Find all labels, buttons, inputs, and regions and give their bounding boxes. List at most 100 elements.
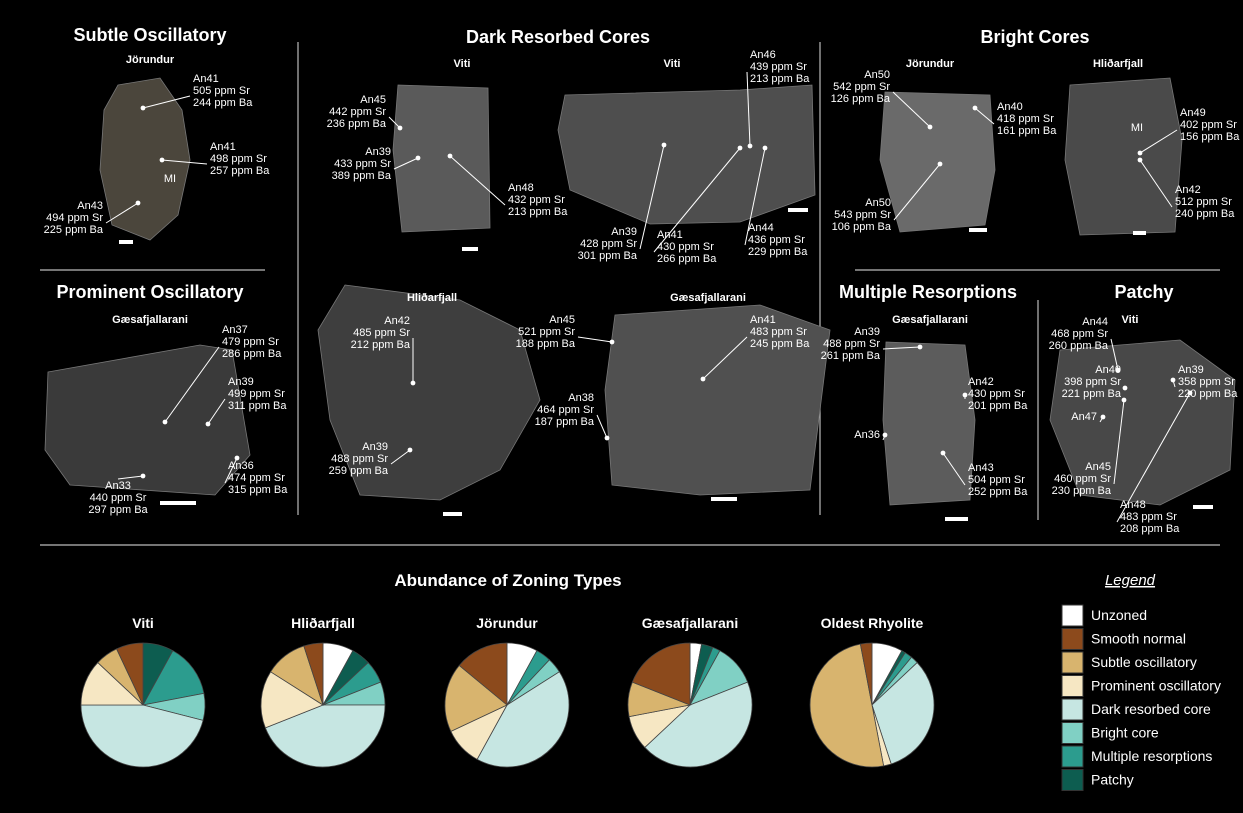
panel-title: Prominent Oscillatory [56, 282, 243, 302]
annotation-text: An47 [1071, 411, 1097, 423]
pie-slice [871, 661, 935, 765]
annotation-text: An43 [77, 200, 103, 212]
panel-title: Subtle Oscillatory [73, 25, 226, 45]
annotation-text: 208 ppm Ba [1120, 523, 1180, 535]
annotation-text: 187 ppm Ba [535, 416, 595, 428]
annotation-leader [596, 414, 608, 439]
analysis-spot [415, 155, 421, 161]
annotation-leader [449, 155, 506, 206]
legend-label: Subtle oscillatory [1091, 654, 1197, 670]
panel-title: Dark Resorbed Cores [466, 27, 650, 47]
legend-swatch [1061, 698, 1084, 721]
abundance-title: Abundance of Zoning Types [394, 571, 621, 590]
dividers [40, 42, 1220, 546]
annotation-text: 225 ppm Ba [44, 224, 104, 236]
annotation-leader [577, 336, 613, 343]
crystal-image [392, 84, 491, 233]
analysis-spot [882, 432, 888, 438]
legend-label: Bright core [1091, 725, 1159, 741]
annotation-leader [744, 147, 766, 246]
analysis-spot [140, 105, 146, 111]
annotation-text: An42 [1175, 184, 1201, 196]
annotation-text: 230 ppm Ba [1052, 485, 1112, 497]
legend-label: Dark resorbed core [1091, 701, 1211, 717]
annotation-text: 398 ppm Sr [1064, 376, 1121, 388]
pie-title: Jörundur [476, 615, 538, 631]
sample-label: Viti [1122, 314, 1139, 326]
analysis-spot [205, 421, 211, 427]
sample-label: Jörundur [126, 54, 175, 66]
annotation-text: 542 ppm Sr [833, 81, 890, 93]
sample-label: Hliðarfjall [407, 292, 457, 304]
analysis-spot [1170, 377, 1176, 383]
annotation-text: An45 [360, 94, 386, 106]
annotation-text: An48 [508, 182, 534, 194]
annotation-leader [892, 91, 931, 128]
annotation-text: An40 [997, 101, 1023, 113]
annotation-text: 240 ppm Ba [1175, 208, 1235, 220]
analysis-spot [1115, 367, 1121, 373]
annotation-text: 504 ppm Sr [968, 474, 1025, 486]
annotation-text: 440 ppm Sr [90, 492, 147, 504]
annotation-text: 499 ppm Sr [228, 388, 285, 400]
analysis-spot [1137, 150, 1143, 156]
pie-title: Hliðarfjall [291, 615, 355, 631]
scale-bar [1193, 505, 1213, 509]
scale-bar [119, 240, 133, 244]
annotation-text: An48 [1120, 499, 1146, 511]
annotation-text: 358 ppm Sr [1178, 376, 1235, 388]
sample-label: Hliðarfjall [1093, 58, 1143, 70]
scale-bar [788, 208, 808, 212]
analysis-spot [447, 153, 453, 159]
annotation-leader [702, 336, 748, 380]
annotation-text: 430 ppm Sr [968, 388, 1025, 400]
scale-bar [160, 501, 196, 505]
annotation-leader [393, 157, 419, 170]
annotation-leader [1139, 129, 1178, 154]
annotation-text: An41 [193, 73, 219, 85]
annotation-text: An39 [365, 146, 391, 158]
panel-title: Multiple Resorptions [839, 282, 1017, 302]
annotation-text: 512 ppm Sr [1175, 196, 1232, 208]
annotation-leader [142, 95, 191, 109]
inclusion-label: MI [1131, 122, 1143, 134]
annotation-leader [942, 452, 966, 486]
annotation-text: 188 ppm Ba [516, 338, 576, 350]
analysis-spot [1137, 157, 1143, 163]
annotation-text: 474 ppm Sr [228, 472, 285, 484]
annotation-text: 315 ppm Ba [228, 484, 288, 496]
scale-bar [945, 517, 968, 521]
crystal-image [604, 304, 831, 496]
pie-title: Oldest Rhyolite [821, 615, 924, 631]
annotation-text: 521 ppm Sr [518, 326, 575, 338]
analysis-spot [234, 455, 240, 461]
annotation-text: 244 ppm Ba [193, 97, 253, 109]
analysis-spot [962, 392, 968, 398]
legend-swatch [1061, 769, 1084, 791]
annotation-text: An39 [1178, 364, 1204, 376]
crystal-image [1064, 77, 1183, 236]
legend-swatch [1061, 675, 1084, 697]
crystal-image [882, 341, 976, 506]
annotation-text: 389 ppm Ba [332, 170, 392, 182]
sample-label: Gæsafjallarani [112, 314, 188, 326]
legend-swatch [1061, 722, 1084, 744]
analysis-spot [1100, 414, 1106, 420]
annotation-text: 161 ppm Ba [997, 125, 1057, 137]
annotation-text: 221 ppm Ba [1062, 388, 1122, 400]
annotation-text: An45 [1085, 461, 1111, 473]
analysis-spot [609, 339, 615, 345]
annotation-text: 418 ppm Sr [997, 113, 1054, 125]
annotation-text: 297 ppm Ba [88, 504, 148, 516]
pie-slice [142, 650, 205, 706]
annotation-text: 468 ppm Sr [1051, 328, 1108, 340]
annotation-text: An40 [1095, 364, 1121, 376]
pie-slice [116, 642, 144, 706]
crystal-image [557, 84, 816, 225]
analysis-spot [407, 447, 413, 453]
annotation-text: 213 ppm Ba [750, 73, 810, 85]
analysis-spot [140, 473, 146, 479]
analysis-spot [162, 419, 168, 425]
annotation-leader [207, 398, 226, 425]
annotation-text: 494 ppm Sr [46, 212, 103, 224]
